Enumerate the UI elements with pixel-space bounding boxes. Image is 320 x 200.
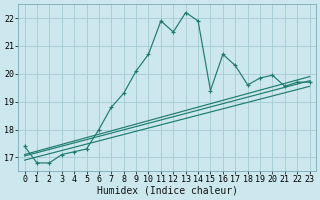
X-axis label: Humidex (Indice chaleur): Humidex (Indice chaleur) <box>97 186 237 196</box>
